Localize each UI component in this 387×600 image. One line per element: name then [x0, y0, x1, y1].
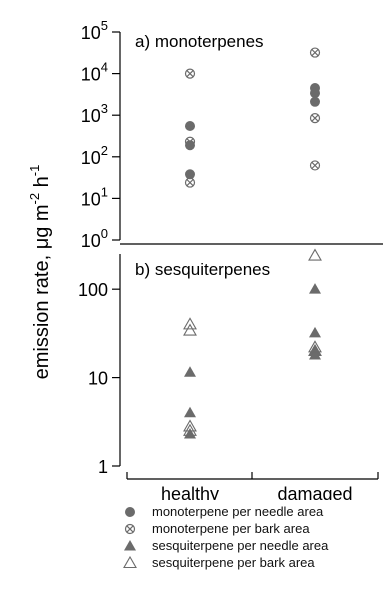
- data-point: [183, 419, 197, 432]
- legend-label: monoterpene per needle area: [152, 504, 324, 519]
- data-point: [185, 169, 195, 180]
- panel-a-y-tick-label: 100: [81, 226, 108, 251]
- data-point: [183, 317, 197, 330]
- data-point: [309, 160, 321, 171]
- data-point: [185, 121, 195, 132]
- legend-label: sesquiterpene per needle area: [152, 538, 329, 553]
- panel-a-y-tick-label: 102: [81, 143, 108, 168]
- data-point: [309, 113, 321, 124]
- panel-sesquiterpenes: 1 10 100 b) sesquiterpenes: [78, 248, 322, 477]
- legend-item: sesquiterpene per bark area: [122, 554, 384, 571]
- legend-marker: [123, 555, 137, 568]
- data-point: [183, 323, 197, 336]
- legend-item: sesquiterpene per needle area: [122, 537, 384, 554]
- data-point: [309, 283, 321, 294]
- x-axis: healthy damaged: [126, 472, 379, 500]
- crossed-circle-icon: [124, 523, 136, 534]
- y-axis-label: emission rate, μg m-2 h-1: [27, 165, 53, 380]
- data-point: [308, 248, 322, 261]
- y-axis-label-sup1: -2: [27, 193, 42, 205]
- data-point: [309, 326, 321, 338]
- filled-circle-icon: [125, 506, 135, 517]
- data-point: [309, 349, 321, 360]
- panel-a-y-tick-label: 104: [81, 60, 108, 85]
- y-axis-label-main: emission rate, μg m: [31, 204, 53, 379]
- legend-item: monoterpene per needle area: [122, 503, 384, 520]
- data-point: [185, 140, 195, 151]
- data-point: [309, 47, 321, 58]
- data-point: [184, 136, 196, 147]
- data-point: [310, 96, 320, 107]
- panel-b-y-tick-label: 100: [78, 280, 108, 300]
- legend-marker: [124, 523, 136, 534]
- svg-text:emission rate, μg m-2 h-1: emission rate, μg m-2 h-1: [27, 165, 53, 380]
- open-triangle-icon: [123, 555, 137, 568]
- data-point: [184, 406, 196, 418]
- data-point: [183, 423, 197, 436]
- panel-a-y-tick-label: 103: [81, 101, 108, 126]
- data-point: [184, 428, 196, 439]
- data-point: [310, 88, 320, 99]
- panel-a-y-tick-label: 101: [81, 184, 108, 209]
- data-point: [184, 366, 196, 377]
- panel-a-y-tick-label: 105: [81, 18, 108, 43]
- panel-b-label: b) sesquiterpenes: [135, 260, 270, 279]
- data-point: [308, 340, 322, 353]
- legend-label: monoterpene per bark area: [152, 521, 310, 536]
- x-tick-label-damaged: damaged: [277, 484, 352, 500]
- panel-monoterpenes: 100 101 102 103 104 105 a) monoterpenes: [81, 18, 383, 251]
- emission-chart: emission rate, μg m-2 h-1 10010110210310…: [27, 18, 383, 500]
- legend-marker: [125, 506, 135, 517]
- legend-marker: [124, 539, 136, 550]
- filled-triangle-icon: [124, 539, 136, 550]
- legend: monoterpene per needle area monoterpene p…: [122, 503, 384, 571]
- panel-b-y-tick-label: 1: [98, 457, 108, 477]
- legend-item: monoterpene per bark area: [122, 520, 384, 537]
- y-axis-label-sup2: -1: [27, 165, 42, 177]
- data-point: [184, 177, 196, 188]
- data-point: [308, 343, 322, 357]
- panel-b-y-tick-label: 10: [88, 369, 108, 389]
- y-axis-label-mid: h: [31, 176, 53, 193]
- panel-a-label: a) monoterpenes: [135, 32, 264, 51]
- data-point: [184, 68, 196, 79]
- x-tick-label-healthy: healthy: [161, 484, 219, 500]
- legend-label: sesquiterpene per bark area: [152, 555, 315, 570]
